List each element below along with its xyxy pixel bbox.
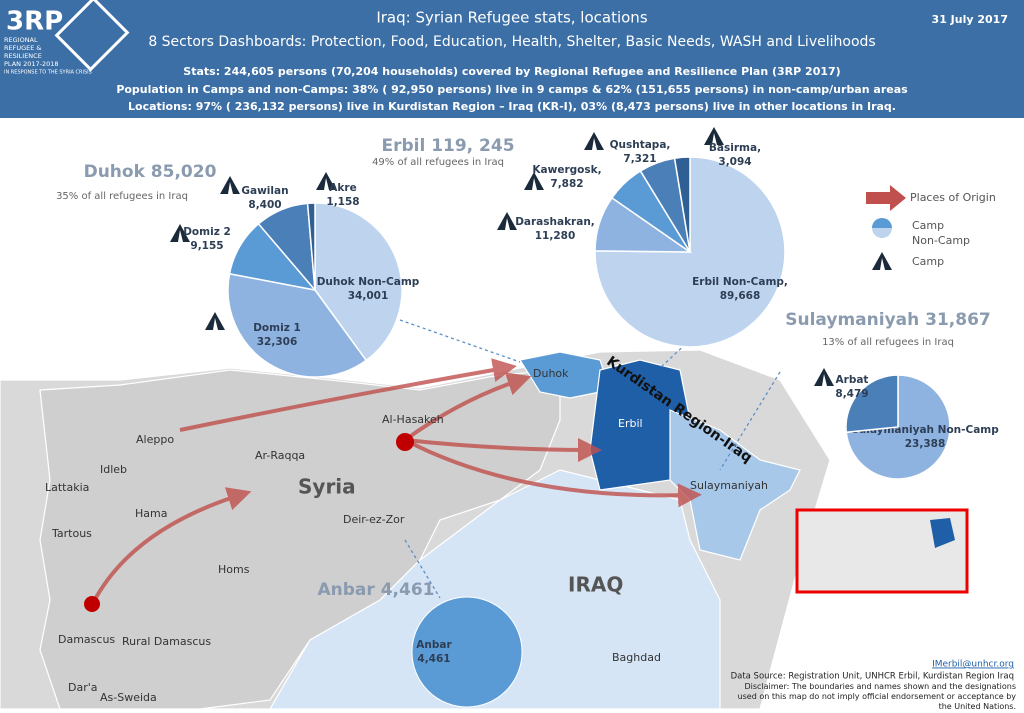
- slice-value: 89,668: [720, 290, 761, 302]
- map: [0, 349, 831, 710]
- logo-line: PLAN 2017-2018: [4, 60, 59, 68]
- pie-slice: [673, 156, 691, 253]
- legend-label: Non-Camp: [912, 234, 970, 247]
- slice-value: 7,882: [550, 178, 583, 190]
- pie-slice: [306, 202, 316, 291]
- slice-name: Gawilan: [241, 185, 288, 197]
- slice-name: Darashakran,: [515, 216, 595, 228]
- disclaimer-box: Disclaimer: The boundaries and names sho…: [737, 682, 1016, 709]
- map-label: Aleppo: [136, 433, 174, 446]
- date: 31 July 2017: [932, 13, 1008, 26]
- map-label: Sulaymaniyah: [690, 479, 768, 492]
- legend: Places of Origin Camp Non-Camp Camp: [866, 185, 996, 268]
- pie-title: Sulaymaniyah 31,867: [785, 310, 991, 330]
- slice-value: 8,400: [248, 199, 281, 211]
- slice-value: 23,388: [905, 438, 946, 450]
- slice-value: 7,321: [623, 153, 656, 165]
- pie-title: Erbil 119, 245: [381, 136, 514, 156]
- pie-subtitle: 49% of all refugees in Iraq: [372, 157, 504, 168]
- map-label: Lattakia: [45, 481, 89, 494]
- logo: 3RP: [6, 7, 63, 37]
- disclaimer: Disclaimer: The boundaries and names sho…: [737, 682, 1016, 709]
- logo-mark: [54, 0, 130, 72]
- slice-name: Duhok Non-Camp: [317, 276, 420, 288]
- slice-value: 1,158: [326, 196, 359, 208]
- origin-point: [396, 433, 414, 451]
- legend-label: Camp: [912, 219, 944, 232]
- legend-swatch: [872, 218, 892, 228]
- subtitle: 8 Sectors Dashboards: Protection, Food, …: [148, 34, 875, 50]
- slice-name: Domiz 2: [183, 226, 231, 238]
- map-label: Homs: [218, 563, 250, 576]
- slice-name: Akre: [329, 182, 356, 194]
- header-bg: [0, 0, 1024, 118]
- slice-value: 11,280: [535, 230, 576, 242]
- map-label: Rural Damascus: [122, 635, 211, 648]
- inset-kri: [930, 518, 955, 548]
- slice-value: 34,001: [348, 290, 389, 302]
- legend-label: Places of Origin: [910, 191, 996, 204]
- map-label: Idleb: [100, 463, 127, 476]
- header-line: Locations: 97% ( 236,132 persons) live i…: [128, 100, 896, 113]
- slice-name: Domiz 1: [253, 322, 301, 334]
- slice-name: Erbil Non-Camp,: [692, 276, 788, 288]
- slice-value: 3,094: [718, 156, 751, 168]
- email[interactable]: IMerbil@unhcr.org: [932, 660, 1014, 670]
- pie-title: Anbar 4,461: [318, 580, 435, 600]
- map-label: Dar'a: [68, 681, 98, 694]
- map-label: Tartous: [51, 527, 92, 540]
- slice-name: Qushtapa,: [610, 139, 671, 151]
- map-label: Duhok: [533, 367, 569, 380]
- source: Data Source: Registration Unit, UNHCR Er…: [731, 672, 1014, 682]
- pies: Duhok Non-Camp 34,001 Domiz 1 32,306 Domiz 2…: [56, 136, 999, 708]
- slice-name: Kawergosk,: [532, 164, 601, 176]
- pie-title: Duhok 85,020: [84, 162, 217, 182]
- legend-label: Camp: [912, 255, 944, 268]
- map-label: Syria: [298, 475, 356, 499]
- slice-name: Basirma,: [709, 142, 761, 154]
- header-line: Stats: 244,605 persons (70,204 household…: [183, 65, 840, 78]
- map-label: As-Sweida: [100, 691, 157, 704]
- map-label: Hama: [135, 507, 167, 520]
- legend-arrow: [866, 185, 906, 211]
- logo-line: REGIONAL: [4, 36, 38, 44]
- slice-value: 4,461: [417, 653, 450, 665]
- pie-subtitle: 35% of all refugees in Iraq: [56, 191, 188, 202]
- pie-slice: [227, 272, 368, 378]
- origin-point: [84, 596, 100, 612]
- map-label: Baghdad: [612, 651, 661, 664]
- title: Iraq: Syrian Refugee stats, locations: [376, 9, 647, 27]
- map-label: IRAQ: [568, 573, 623, 597]
- slice-value: 8,479: [835, 388, 868, 400]
- map-label: Al-Hasakeh: [382, 413, 444, 426]
- pie-slice: [845, 374, 899, 434]
- logo-line: REFUGEE &: [4, 44, 42, 52]
- slice-name: Anbar: [416, 639, 452, 651]
- logo-line: RESILIENCE: [4, 52, 42, 60]
- pie-slice: [411, 596, 523, 708]
- pie-slice: [314, 202, 403, 362]
- pie-slice: [594, 156, 786, 348]
- pie-subtitle: 13% of all refugees in Iraq: [822, 337, 954, 348]
- header-line: Population in Camps and non-Camps: 38% (…: [116, 83, 908, 96]
- logo-lines: REGIONAL REFUGEE & RESILIENCE PLAN 2017-…: [4, 36, 92, 76]
- map-label: Ar-Raqqa: [255, 449, 305, 462]
- slice-value: 32,306: [257, 336, 298, 348]
- slice-name: Arbat: [836, 374, 869, 386]
- map-label: Deir-ez-Zor: [343, 513, 405, 526]
- map-label: Erbil: [618, 417, 643, 430]
- origin-arrows: [90, 358, 702, 606]
- logo-line: IN RESPONSE TO THE SYRIA CRISIS: [4, 70, 92, 76]
- slice-value: 9,155: [190, 240, 223, 252]
- map-label: Damascus: [58, 633, 115, 646]
